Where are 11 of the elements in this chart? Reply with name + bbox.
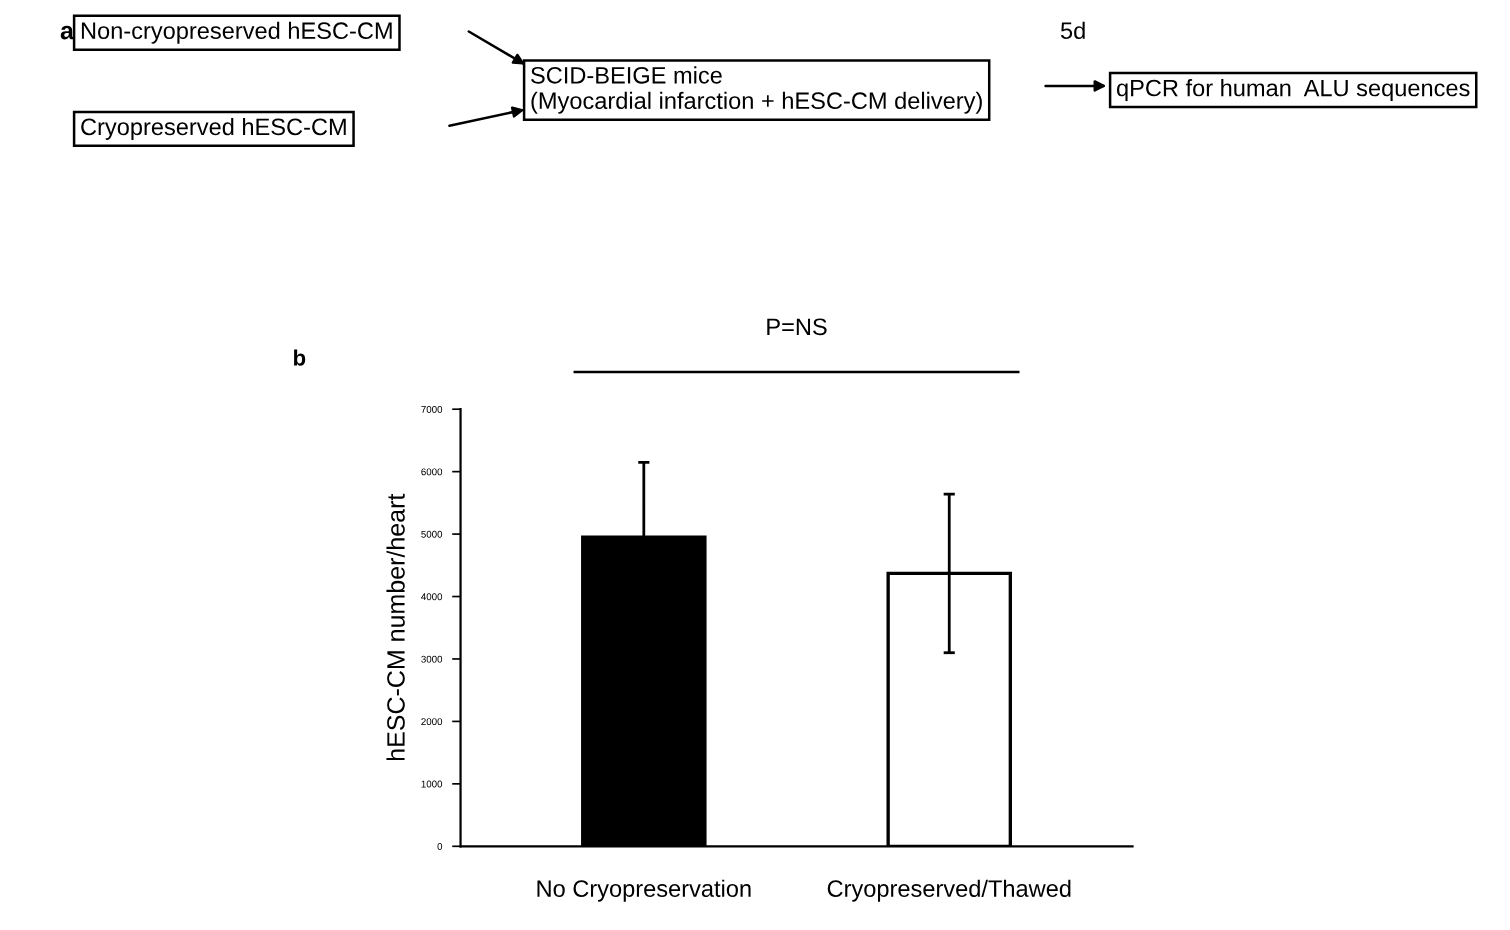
x-tick-label: No Cryopreservation xyxy=(537,879,751,902)
text: SCID-BEIGE mice (Myocardial infarction + hESC-CM delivery) xyxy=(531,66,982,114)
text: 5d xyxy=(1060,21,1085,40)
y-axis-title: hESC-CM number/heart xyxy=(386,493,405,761)
text: a xyxy=(60,25,75,40)
text: b xyxy=(294,349,306,366)
text: Cryopreserved hESC-CM xyxy=(81,117,346,140)
x-tick-label: Cryopreserved/Thawed xyxy=(827,879,1071,902)
text: P=NS xyxy=(767,318,827,336)
text: Non-cryopreserved hESC-CM xyxy=(81,21,392,44)
text: qPCR for human ALU sequences xyxy=(1116,79,1470,102)
